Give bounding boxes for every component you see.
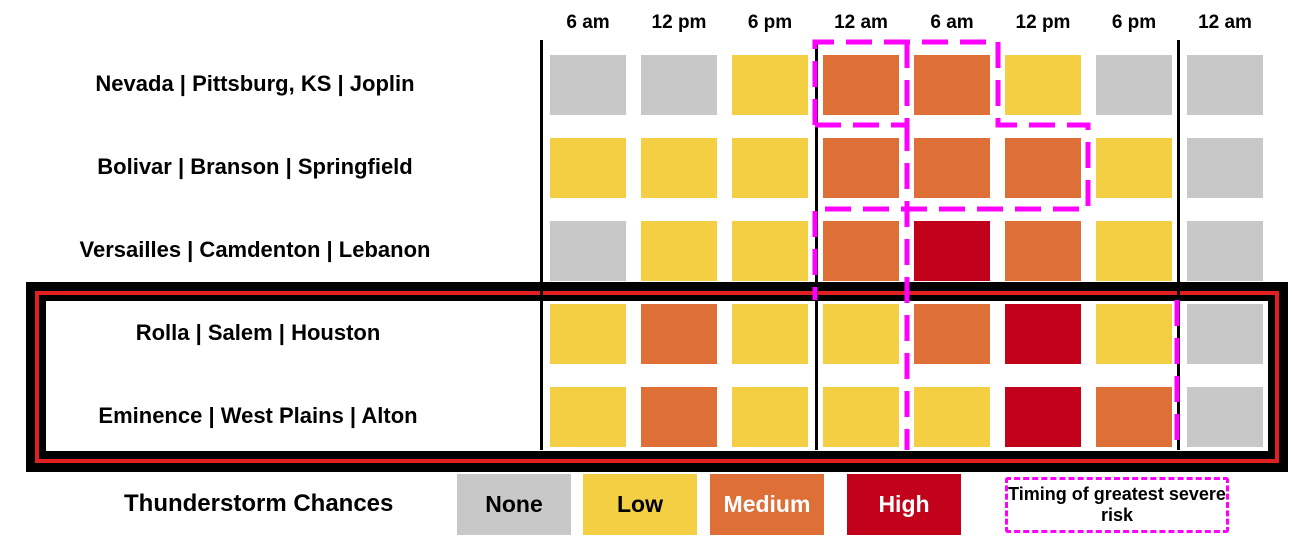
risk-cell [1005, 55, 1081, 115]
risk-cell [732, 387, 808, 447]
risk-cell [1187, 55, 1263, 115]
legend-item-label: Medium [723, 491, 811, 517]
risk-cell [823, 55, 899, 115]
legend-item-none: None [457, 474, 571, 535]
risk-cell [550, 304, 626, 364]
time-label: 6 am [566, 12, 610, 33]
risk-cell [823, 138, 899, 198]
risk-cell [1187, 221, 1263, 281]
time-label: 6 pm [1111, 12, 1157, 33]
risk-cell [550, 221, 626, 281]
risk-cell [914, 387, 990, 447]
legend-item-medium: Medium [710, 474, 824, 535]
risk-cell [1005, 138, 1081, 198]
legend-risk-timing: Timing of greatest severe risk [1005, 477, 1229, 533]
location-label: Versailles | Camdenton | Lebanon [79, 237, 431, 262]
time-label: 12 am [834, 12, 888, 33]
risk-cell [1005, 387, 1081, 447]
risk-cell [914, 221, 990, 281]
risk-cell [1187, 138, 1263, 198]
time-label: 12 pm [651, 12, 707, 33]
location-label: Rolla | Salem | Houston [135, 320, 381, 345]
risk-cell [550, 387, 626, 447]
legend-title: Thunderstorm Chances [124, 490, 394, 517]
risk-cell [641, 221, 717, 281]
legend-item-label: Low [617, 491, 663, 517]
risk-cell [914, 304, 990, 364]
time-label: 6 am [930, 12, 974, 33]
risk-cell [1005, 304, 1081, 364]
location-label: Eminence | West Plains | Alton [98, 403, 418, 428]
greatest-risk-outline [812, 39, 1091, 300]
risk-cell [641, 55, 717, 115]
legend-risk-label: Timing of greatest severe risk [1008, 484, 1226, 525]
risk-cell [1187, 304, 1263, 364]
risk-cell [1187, 387, 1263, 447]
time-label: 12 pm [1015, 12, 1071, 33]
risk-cell [732, 138, 808, 198]
risk-cell [823, 304, 899, 364]
risk-cell [914, 55, 990, 115]
risk-cell [732, 221, 808, 281]
risk-cell [550, 138, 626, 198]
day-separator-line [815, 40, 818, 450]
risk-cell [823, 221, 899, 281]
risk-cell [732, 304, 808, 364]
time-label: 12 am [1198, 12, 1252, 33]
risk-cell [641, 138, 717, 198]
risk-cell [641, 304, 717, 364]
risk-cell [914, 138, 990, 198]
legend-item-high: High [847, 474, 961, 535]
highlighted-rows-red-border [35, 291, 1279, 463]
risk-cell [732, 55, 808, 115]
time-label: 6 pm [747, 12, 793, 33]
risk-cell [1096, 221, 1172, 281]
legend-item-label: None [485, 491, 543, 517]
risk-cell [1005, 221, 1081, 281]
risk-cell [1096, 304, 1172, 364]
day-separator-line [1177, 40, 1180, 450]
legend-item-low: Low [583, 474, 697, 535]
location-label: Bolivar | Branson | Springfield [97, 154, 413, 179]
risk-cell [550, 55, 626, 115]
risk-cell [641, 387, 717, 447]
risk-cell [1096, 387, 1172, 447]
risk-cell [1096, 138, 1172, 198]
location-label: Nevada | Pittsburg, KS | Joplin [95, 71, 415, 96]
risk-cell [1096, 55, 1172, 115]
legend-item-label: High [878, 491, 930, 517]
day-separator-line [540, 40, 543, 450]
risk-cell [823, 387, 899, 447]
